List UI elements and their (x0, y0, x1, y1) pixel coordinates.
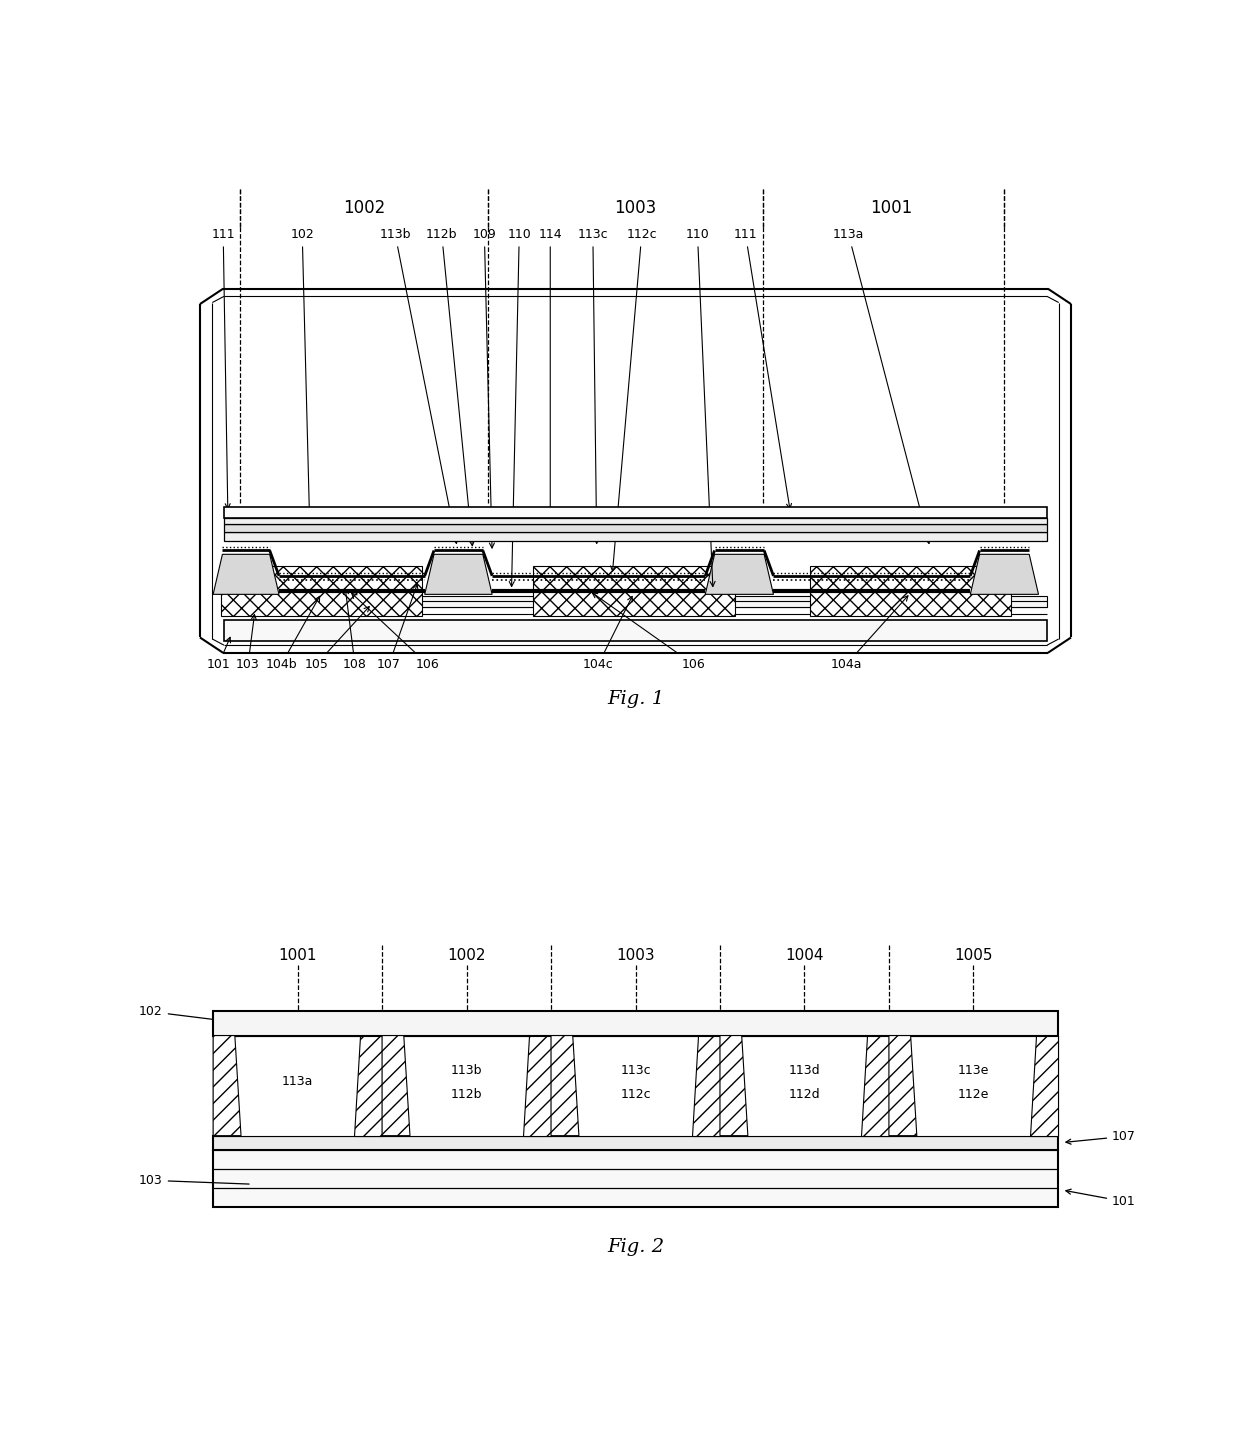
Text: 112c: 112c (620, 1088, 651, 1101)
Polygon shape (861, 1036, 889, 1136)
Text: 106: 106 (593, 593, 706, 671)
Bar (551, 1036, 720, 1136)
Text: 1001: 1001 (870, 199, 913, 216)
Polygon shape (424, 554, 492, 595)
Text: 113c: 113c (578, 228, 608, 544)
Text: 113e: 113e (957, 1063, 990, 1076)
Polygon shape (213, 554, 279, 595)
Text: 113a: 113a (833, 228, 930, 544)
Polygon shape (720, 1036, 748, 1136)
Text: 113b: 113b (451, 1063, 482, 1076)
Bar (810, 566, 1012, 616)
Text: Fig. 2: Fig. 2 (606, 1238, 665, 1257)
Polygon shape (551, 1036, 579, 1136)
Text: 110: 110 (686, 228, 715, 586)
Text: 102: 102 (139, 1006, 242, 1023)
Bar (224, 596, 1047, 608)
Text: 105: 105 (304, 606, 370, 671)
Text: 109: 109 (472, 228, 496, 548)
Text: 113d: 113d (789, 1063, 821, 1076)
Text: 112e: 112e (957, 1088, 990, 1101)
Text: 104b: 104b (265, 596, 320, 671)
Text: 112d: 112d (789, 1088, 821, 1101)
Bar (213, 1136, 1058, 1150)
Text: 106: 106 (352, 593, 440, 671)
Bar (889, 1036, 1058, 1136)
Text: 111: 111 (211, 228, 236, 509)
Text: 1003: 1003 (616, 948, 655, 962)
Bar (224, 518, 1047, 524)
Polygon shape (1030, 1036, 1058, 1136)
Text: 101: 101 (1066, 1189, 1136, 1208)
Text: 107: 107 (377, 584, 418, 671)
Text: 1003: 1003 (614, 199, 657, 216)
Text: 104c: 104c (583, 596, 632, 671)
Text: 103: 103 (139, 1173, 249, 1186)
Polygon shape (706, 554, 774, 595)
Polygon shape (382, 1036, 410, 1136)
Text: 102: 102 (290, 228, 314, 532)
Text: 1005: 1005 (954, 948, 993, 962)
Text: 101: 101 (207, 638, 231, 671)
Polygon shape (692, 1036, 720, 1136)
Bar (720, 1036, 889, 1136)
Polygon shape (889, 1036, 916, 1136)
Polygon shape (355, 1036, 382, 1136)
Text: 110: 110 (507, 228, 531, 586)
Bar (224, 524, 1047, 532)
Text: 112b: 112b (427, 228, 475, 545)
Text: 104a: 104a (831, 596, 908, 671)
Bar (221, 566, 423, 616)
Polygon shape (523, 1036, 551, 1136)
Bar (224, 508, 1047, 518)
Text: 1002: 1002 (343, 199, 386, 216)
Polygon shape (971, 554, 1039, 595)
Text: 114: 114 (538, 228, 562, 532)
Text: Fig. 1: Fig. 1 (606, 690, 665, 709)
Text: 112c: 112c (610, 228, 657, 571)
Bar (224, 619, 1047, 641)
Text: 107: 107 (1066, 1130, 1136, 1144)
Text: 111: 111 (734, 228, 791, 509)
Text: 103: 103 (236, 615, 260, 671)
Bar (382, 1036, 551, 1136)
Polygon shape (213, 1036, 241, 1136)
Bar (224, 532, 1047, 541)
Text: 1002: 1002 (448, 948, 486, 962)
Bar (213, 1150, 1058, 1208)
Text: 1004: 1004 (785, 948, 823, 962)
Text: 108: 108 (343, 589, 367, 671)
Text: 1001: 1001 (278, 948, 317, 962)
Bar (213, 1012, 1058, 1036)
Text: 113a: 113a (281, 1075, 314, 1088)
Text: 112b: 112b (451, 1088, 482, 1101)
Bar (533, 566, 734, 616)
Text: 113c: 113c (620, 1063, 651, 1076)
Bar (213, 1036, 382, 1136)
Text: 113b: 113b (379, 228, 458, 544)
